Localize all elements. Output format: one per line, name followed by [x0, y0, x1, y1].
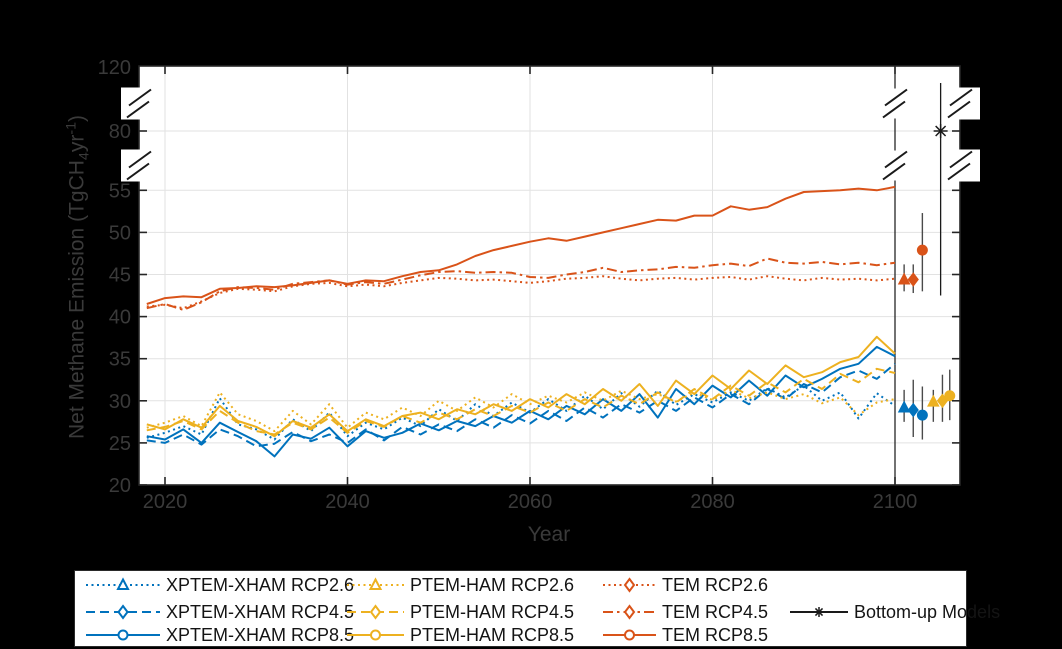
diamond-marker — [623, 577, 636, 593]
legend-item-xptem-rcp85: XPTEM-XHAM RCP8.5 — [85, 624, 354, 646]
axis-break-slash — [128, 88, 152, 107]
triangle-marker — [926, 394, 940, 407]
diamond-marker — [117, 604, 129, 620]
axis-break-slash — [947, 162, 971, 181]
axis-break — [121, 87, 147, 120]
legend-sample-xptem-rcp45 — [86, 604, 160, 620]
legend-item-ptem-rcp45: PTEM-HAM RCP4.5 — [346, 601, 574, 623]
axis-break-slash — [126, 162, 150, 181]
x-tick-label-2020: 2020 — [143, 491, 188, 513]
axis-break-slash — [949, 88, 973, 107]
legend-sample-bottom-up-models — [790, 607, 848, 617]
x-tick-label-2040: 2040 — [325, 491, 370, 513]
legend-label-xptem-rcp26: XPTEM-XHAM RCP2.6 — [166, 574, 355, 595]
y-tick-label-80: 80 — [109, 121, 131, 143]
legend-sample-ptem-rcp85 — [347, 629, 404, 641]
legend-sample-ptem-rcp45 — [347, 604, 404, 620]
asterisk-marker — [814, 607, 824, 617]
legend-item-tem-rcp26: TEM RCP2.6 — [602, 574, 768, 596]
diamond-marker — [907, 402, 919, 418]
x-tick-label-2060: 2060 — [508, 491, 553, 513]
circle-marker — [117, 629, 129, 641]
asterisk-marker — [933, 124, 948, 138]
legend-label-tem-rcp26: TEM RCP2.6 — [662, 574, 769, 595]
triangle-marker — [897, 272, 911, 285]
plot-area — [139, 66, 960, 485]
legend-label-ptem-rcp85: PTEM-HAM RCP8.5 — [410, 624, 575, 645]
legend: XPTEM-XHAM RCP2.6 XPTEM-XHAM RCP4.5 XPTEM-… — [74, 570, 1000, 647]
axis-break-slash — [882, 100, 906, 119]
x-tick-label-2100: 2100 — [873, 491, 918, 513]
y-tick-label-25: 25 — [109, 433, 131, 455]
diamond-marker — [907, 272, 919, 287]
axis-break-slash — [128, 150, 152, 169]
y-tick-label-30: 30 — [109, 391, 131, 413]
triangle-marker — [897, 400, 911, 413]
legend-label-bottom-up-models: Bottom-up Models — [854, 601, 1001, 622]
axis-break — [121, 149, 147, 182]
legend-item-xptem-rcp45: XPTEM-XHAM RCP4.5 — [85, 601, 354, 623]
x-axis-label: Year — [528, 523, 570, 546]
axis-break-slash — [947, 100, 971, 119]
series-line-tem-rcp26 — [146, 275, 896, 310]
y-tick-label-35: 35 — [109, 349, 131, 371]
axis-break-slash — [882, 162, 906, 181]
series-line-ptem-rcp26 — [146, 388, 896, 433]
series-line-ptem-rcp85 — [146, 335, 896, 438]
y-tick-label-40: 40 — [109, 307, 131, 329]
legend-label-tem-rcp85: TEM RCP8.5 — [662, 624, 769, 645]
legend-label-xptem-rcp45: XPTEM-XHAM RCP4.5 — [166, 601, 355, 622]
circle-marker — [624, 629, 635, 641]
circle-marker — [370, 629, 381, 641]
legend-item-tem-rcp45: TEM RCP4.5 — [602, 601, 768, 623]
y-axis-label: Net Methane Emission (TgCH4yr-1) — [63, 114, 93, 440]
y-tick-label-120: 120 — [98, 57, 131, 79]
axis-break-slash — [884, 88, 908, 107]
legend-item-ptem-rcp26: PTEM-HAM RCP2.6 — [346, 574, 574, 596]
legend-item-tem-rcp85: TEM RCP8.5 — [602, 624, 768, 646]
series-line-xptem-rcp26 — [146, 384, 896, 441]
diamond-marker — [623, 604, 636, 620]
axis-box — [138, 65, 961, 486]
series-line-tem-rcp85 — [146, 185, 896, 305]
axis-break-slash — [884, 150, 908, 169]
legend-sample-ptem-rcp26 — [347, 577, 404, 590]
axis-break-slash — [949, 150, 973, 169]
y-tick-label-50: 50 — [109, 222, 131, 244]
legend-label-xptem-rcp85: XPTEM-XHAM RCP8.5 — [166, 624, 355, 645]
legend-sample-tem-rcp45 — [603, 604, 656, 620]
y-tick-label-55: 55 — [109, 180, 131, 202]
triangle-marker — [116, 577, 130, 590]
legend-label-ptem-rcp26: PTEM-HAM RCP2.6 — [410, 574, 575, 595]
axis-break-slash — [126, 100, 150, 119]
circle-marker — [944, 390, 956, 402]
axis-break — [884, 88, 906, 119]
triangle-marker — [368, 577, 383, 590]
x-tick-label-2080: 2080 — [690, 491, 735, 513]
legend-sample-xptem-rcp26 — [86, 577, 160, 590]
axis-break — [884, 150, 906, 181]
legend-item-ptem-rcp85: PTEM-HAM RCP8.5 — [346, 624, 574, 646]
legend-item-xptem-rcp26: XPTEM-XHAM RCP2.6 — [85, 574, 354, 596]
circle-marker — [916, 244, 928, 256]
legend-sample-tem-rcp26 — [603, 577, 656, 593]
series-line-tem-rcp45 — [146, 257, 896, 311]
legend-item-bottom-up-models: Bottom-up Models — [789, 601, 1000, 623]
y-tick-label-20: 20 — [109, 475, 131, 497]
series-line-xptem-rcp85 — [146, 345, 896, 458]
legend-label-ptem-rcp45: PTEM-HAM RCP4.5 — [410, 601, 575, 622]
circle-marker — [916, 409, 928, 421]
legend-label-tem-rcp45: TEM RCP4.5 — [662, 601, 769, 622]
legend-sample-tem-rcp85 — [603, 629, 656, 641]
series-line-xptem-rcp45 — [146, 363, 896, 448]
diamond-marker — [369, 604, 382, 620]
y-tick-label-45: 45 — [109, 265, 131, 287]
legend-sample-xptem-rcp85 — [86, 629, 160, 641]
